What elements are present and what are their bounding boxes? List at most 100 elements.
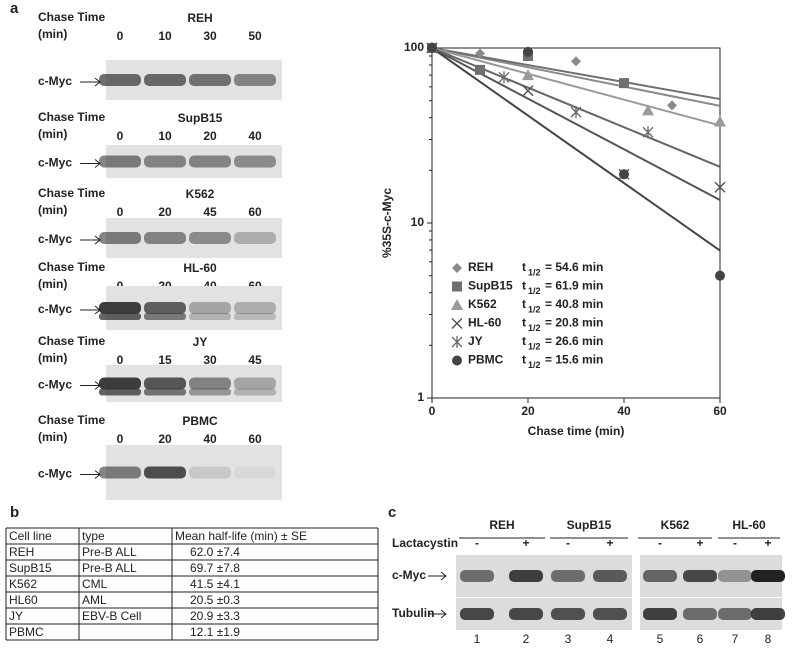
- time-label: 0: [117, 129, 124, 143]
- band: [99, 302, 141, 314]
- time-label: 20: [203, 129, 217, 143]
- x-tick-label: 40: [617, 404, 631, 418]
- y-tick-label: 1: [417, 390, 424, 404]
- sign: +: [764, 536, 771, 550]
- marker: [522, 69, 534, 81]
- band: [234, 232, 276, 244]
- marker: [498, 71, 510, 84]
- cell-name: REH: [187, 11, 212, 25]
- protein-label: c-Myc: [38, 74, 72, 88]
- legend-label: HL-60: [468, 316, 502, 330]
- band: [189, 155, 231, 168]
- legend-label: REH: [468, 260, 493, 274]
- half-life-label: = 15.6 min: [545, 353, 603, 367]
- time-label: 30: [203, 353, 217, 367]
- half-life-subscript: 1/2: [528, 360, 541, 370]
- table-cell: 12.1 ±1.9: [190, 625, 240, 639]
- x-tick-label: 0: [429, 404, 436, 418]
- table-cell: Pre-B ALL: [82, 561, 137, 575]
- band: [144, 74, 186, 86]
- sign: -: [566, 536, 570, 550]
- lane-number: 5: [657, 632, 664, 646]
- band: [144, 313, 186, 320]
- table-cell: 20.9 ±3.3: [190, 609, 240, 623]
- table-cell: HL60: [9, 593, 38, 607]
- min-label: (min): [38, 203, 67, 217]
- x-tick-label: 20: [521, 404, 535, 418]
- band: [189, 466, 231, 479]
- band: [189, 377, 231, 390]
- protein-label: c-Myc: [38, 232, 72, 246]
- marker: [427, 43, 437, 53]
- band: [460, 608, 494, 620]
- band: [99, 232, 141, 244]
- band: [144, 466, 186, 479]
- table-cell: CML: [82, 577, 108, 591]
- min-label: (min): [38, 27, 67, 41]
- band: [189, 74, 231, 86]
- band: [551, 608, 585, 620]
- cell-name: HL-60: [183, 261, 217, 275]
- half-life-label: = 20.8 min: [545, 316, 603, 330]
- time-label: 0: [117, 205, 124, 219]
- arrow: [428, 609, 447, 619]
- time-label: 60: [248, 432, 262, 446]
- time-label: 20: [158, 205, 172, 219]
- half-life-label: = 26.6 min: [545, 334, 603, 348]
- band: [144, 388, 186, 396]
- sign: +: [696, 536, 703, 550]
- cell-name: SupB15: [178, 111, 223, 125]
- time-label: 15: [158, 353, 172, 367]
- time-label: 45: [248, 353, 262, 367]
- protein-label: c-Myc: [392, 568, 426, 582]
- band: [99, 466, 141, 479]
- x-axis-title: Chase time (min): [528, 424, 625, 438]
- group-label: K562: [661, 518, 690, 532]
- table-cell: 69.7 ±7.8: [190, 561, 240, 575]
- half-life-symbol: t: [522, 279, 526, 293]
- half-life-label: = 61.9 min: [545, 279, 603, 293]
- sign: -: [475, 536, 479, 550]
- band: [99, 74, 141, 86]
- marker: [714, 115, 726, 127]
- marker: [475, 48, 485, 59]
- fit-line: [431, 47, 721, 127]
- band: [189, 302, 231, 314]
- lane-number: 7: [732, 632, 739, 646]
- sign: -: [733, 536, 737, 550]
- band: [234, 466, 276, 479]
- half-life-symbol: t: [522, 316, 526, 330]
- arrow: [80, 159, 101, 168]
- half-life-subscript: 1/2: [528, 341, 541, 351]
- lane-number: 1: [474, 632, 481, 646]
- min-label: (min): [38, 351, 67, 365]
- band: [751, 608, 785, 620]
- group-label: SupB15: [567, 518, 612, 532]
- chase-label: Chase Time: [38, 334, 105, 348]
- marker: [570, 106, 582, 119]
- half-life-subscript: 1/2: [528, 304, 541, 314]
- table-header: type: [82, 529, 105, 543]
- min-label: (min): [38, 127, 67, 141]
- band: [683, 570, 717, 582]
- half-life-symbol: t: [522, 260, 526, 274]
- protein-label: c-Myc: [38, 302, 72, 316]
- marker: [523, 46, 533, 57]
- protein-label: Tubulin: [392, 606, 434, 620]
- y-tick-label: 100: [404, 40, 424, 54]
- marker: [619, 78, 629, 89]
- group-label: HL-60: [732, 518, 766, 532]
- band: [189, 232, 231, 244]
- half-life-symbol: t: [522, 334, 526, 348]
- marker: [619, 169, 629, 180]
- arrow: [80, 77, 101, 87]
- min-label: (min): [38, 430, 67, 444]
- min-label: (min): [38, 277, 67, 291]
- y-axis-title: %35S-c-Myc: [380, 188, 394, 258]
- band: [643, 570, 677, 582]
- band: [144, 302, 186, 314]
- band: [189, 388, 231, 396]
- group-label: REH: [489, 518, 514, 532]
- arrow: [80, 235, 101, 245]
